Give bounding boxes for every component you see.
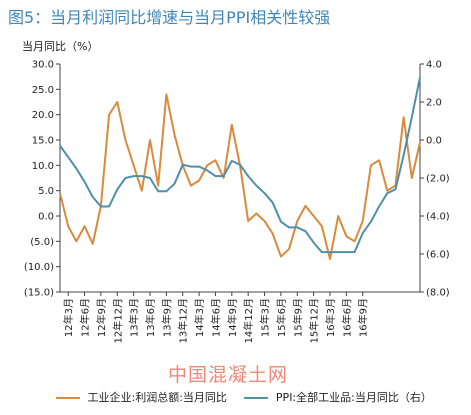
x-tick-label: 15年6月: [275, 298, 288, 337]
plot-frame: [59, 64, 421, 293]
x-tick-label: 14年12月: [242, 298, 255, 343]
left-y-tick-label: 20.0: [32, 110, 54, 121]
chart-title: 图5：当月利润同比增速与当月PPI相关性较强: [8, 8, 331, 27]
left-y-tick-label: 25.0: [32, 85, 54, 96]
x-tick-label: 13年12月: [177, 298, 190, 343]
right-y-tick-label: (4.0): [426, 212, 450, 223]
left-y-tick-label: 10.0: [32, 161, 54, 172]
legend-label-ppi: PPI:全部工业品:当月同比（右）: [275, 391, 432, 404]
x-tick-label: 12年6月: [79, 298, 92, 337]
left-y-tick-label: 30.0: [32, 60, 54, 71]
left-y-tick-label: (10.0): [24, 262, 54, 273]
x-tick-label: 16年3月: [324, 298, 337, 337]
left-y-tick-label: 15.0: [32, 136, 54, 147]
legend-swatch-ppi: [244, 397, 269, 399]
series-layer: [59, 77, 421, 261]
right-y-tick-label: (6.0): [426, 250, 450, 261]
x-tick-label: 16年9月: [357, 298, 370, 337]
x-tick-label: 12年9月: [95, 298, 108, 337]
x-tick-label: 13年3月: [128, 298, 141, 337]
legend-swatch-profit: [56, 397, 80, 399]
x-tick-label: 13年6月: [144, 298, 157, 337]
series-line-ppi: [59, 77, 421, 254]
watermark-text: 中国混凝土网: [168, 364, 289, 386]
legend-label-profit: 工业企业:利润总额:当月同比: [87, 391, 227, 404]
x-tick-label: 13年9月: [160, 298, 173, 337]
right-y-tick-label: 4.0: [426, 60, 442, 71]
right-y-tick-label: (8.0): [426, 288, 450, 299]
x-tick-label: 14年6月: [209, 298, 222, 337]
legend-item-profit: 工业企业:利润总额:当月同比: [56, 389, 227, 405]
x-tick-label: 12年3月: [62, 298, 75, 337]
legend: 工业企业:利润总额:当月同比 PPI:全部工业品:当月同比（右）: [56, 389, 446, 405]
series-line-profit: [59, 93, 421, 261]
x-tick-label: 14年3月: [193, 298, 206, 337]
left-y-tick-label: 5.0: [38, 186, 54, 197]
right-y-tick-label: (2.0): [426, 174, 450, 185]
legend-item-ppi: PPI:全部工业品:当月同比（右）: [244, 389, 432, 405]
left-y-tick-labels: 30.0 25.0 20.0 15.0 10.0 5.0 0.0 (5.0) (10.0) (15…: [24, 60, 60, 299]
right-y-tick-label: 0.0: [426, 136, 442, 147]
right-y-tick-label: 2.0: [426, 98, 442, 109]
left-y-tick-label: (15.0): [24, 288, 54, 299]
x-tick-labels: 12年3月 12年6月 12年9月 12年12月 13年3月 13年6月 13年9月 13年1…: [62, 292, 370, 343]
x-tick-label: 14年9月: [226, 298, 239, 337]
y-axis-label: 当月同比（%）: [22, 40, 99, 53]
x-tick-label: 15年12月: [308, 298, 321, 343]
x-tick-label: 15年9月: [291, 298, 304, 337]
x-tick-label: 12年12月: [111, 298, 124, 343]
right-y-tick-labels: 4.0 2.0 0.0 (2.0) (4.0) (6.0) (8.0): [420, 60, 450, 299]
x-tick-label: 15年3月: [259, 298, 272, 337]
x-tick-label: 16年6月: [340, 298, 353, 337]
left-y-tick-label: 0.0: [38, 212, 54, 223]
left-y-tick-label: (5.0): [30, 237, 54, 248]
